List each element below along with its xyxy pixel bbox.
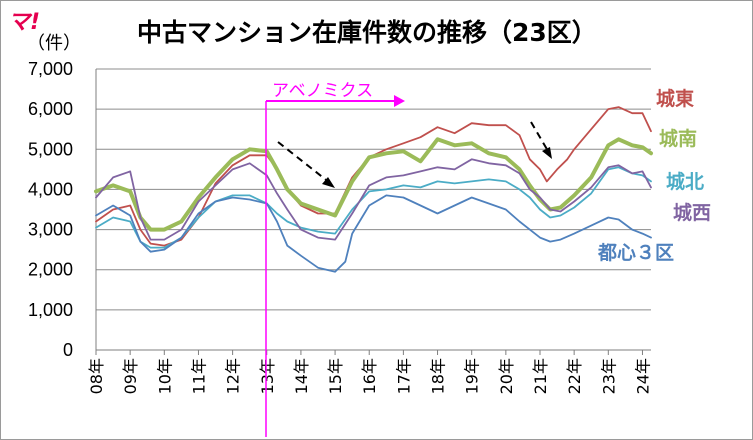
x-tick-label: 13年 [258,358,277,394]
x-tick-label: 21年 [531,358,550,394]
grid-layer [95,68,651,351]
x-tick-label: 22年 [565,358,584,394]
logo-mark: マ! [8,10,40,35]
y-tick-label: 0 [63,340,73,360]
series-line [95,194,652,273]
abenomics-arrow-head [394,95,405,107]
y-tick-label: 5,000 [28,139,73,159]
x-tick-label: 11年 [189,358,208,394]
x-tick-label: 15年 [326,358,345,394]
y-axis-unit: （件） [27,33,81,54]
x-tick-label: 10年 [155,358,174,394]
x-tick-label: 23年 [599,358,618,394]
series-label: 城東 [656,87,694,110]
x-tick-label: 08年 [87,358,106,394]
series-label: 都心３区 [597,242,674,264]
x-axis-ticks: 08年 09年 10年 11年 12年 13年 14年 15年 16年 17年 18年 19年 20年 2… [87,350,652,394]
y-tick-label: 3,000 [28,220,73,240]
series-line [95,158,652,241]
x-tick-label: 12年 [224,358,243,394]
series-label: 城西 [673,201,711,224]
decline-arrow-2 [530,121,549,152]
x-tick-label: 24年 [633,358,652,394]
x-tick-label: 14年 [292,358,311,394]
y-tick-label: 4,000 [28,179,73,199]
series-label: 城南 [659,127,697,150]
x-tick-label: 16年 [360,358,379,394]
abenomics-label: アベノミクス [272,81,373,101]
y-tick-label: 2,000 [28,260,73,280]
x-tick-label: 20年 [497,358,516,394]
decline-arrow-2-head [542,147,552,159]
decline-arrow-1 [277,141,331,184]
x-tick-label: 19年 [463,358,482,394]
y-tick-label: 1,000 [28,300,73,320]
series-line [94,137,653,232]
decline-arrow-1-head [322,177,335,188]
x-tick-label: 17年 [394,358,413,394]
y-axis-ticks: 0 1,000 2,000 3,000 4,000 5,000 6,000 7,000 [28,59,73,360]
y-tick-label: 6,000 [28,99,73,119]
series-line [95,106,652,247]
series-label: 城北 [666,170,704,193]
chart-title: 中古マンション在庫件数の推移（23区） [137,18,597,47]
x-tick-label: 18年 [429,358,448,394]
y-tick-label: 7,000 [28,59,73,79]
series-layer [94,106,653,273]
x-tick-label: 09年 [121,358,140,394]
